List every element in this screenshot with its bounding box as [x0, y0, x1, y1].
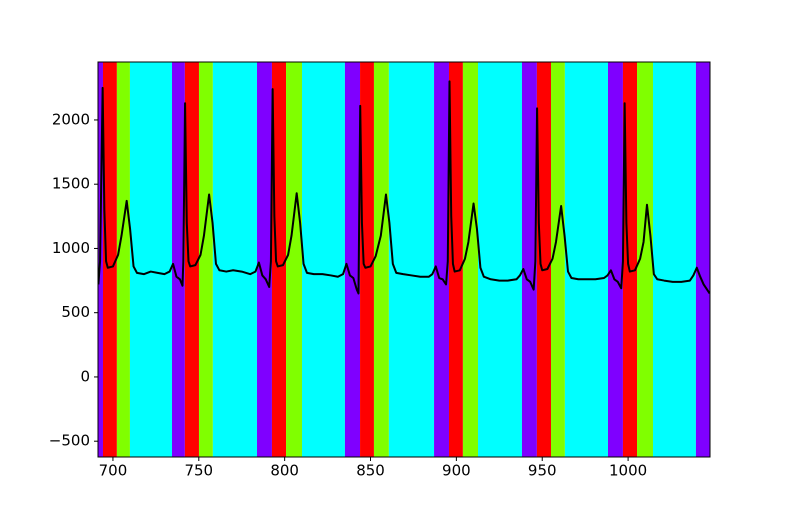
x-tick-label: 950 [528, 462, 557, 480]
lines [98, 80, 710, 295]
span [521, 62, 537, 457]
span [198, 62, 213, 457]
span [184, 62, 199, 457]
x-tick-label: 750 [184, 462, 213, 480]
span [212, 62, 258, 457]
axes: 700 750 800 850 900 950 1000 −500 0 500 1000 1500 20… [49, 110, 647, 479]
span [102, 62, 117, 457]
span [608, 62, 623, 457]
x-tick-label: 800 [270, 462, 299, 480]
x-tick-label: 1000 [609, 462, 647, 480]
span [637, 62, 653, 457]
span [462, 62, 479, 457]
span [344, 62, 361, 457]
x-tick-label: 700 [99, 462, 128, 480]
plot-frame [97, 61, 711, 458]
y-tick-label: 2000 [52, 110, 90, 128]
span [564, 62, 608, 457]
y-tick-label: 1500 [52, 175, 90, 193]
span [286, 62, 302, 457]
y-tick-label: −500 [49, 432, 90, 450]
span [360, 62, 374, 457]
span [172, 62, 185, 457]
span [652, 62, 696, 457]
span [116, 62, 130, 457]
spans [98, 62, 710, 457]
y-tick-label: 500 [61, 303, 90, 321]
x-tick-label: 900 [442, 462, 471, 480]
span [448, 62, 463, 457]
span [478, 62, 522, 457]
span [695, 62, 710, 457]
span [129, 62, 173, 457]
span [388, 62, 435, 457]
span [550, 62, 565, 457]
span [536, 62, 551, 457]
y-tick-label: 1000 [52, 239, 90, 257]
span [302, 62, 345, 457]
x-tick-label: 850 [356, 462, 385, 480]
span [373, 62, 389, 457]
line [98, 80, 710, 295]
span [257, 62, 272, 457]
span [434, 62, 449, 457]
y-tick-label: 0 [80, 367, 90, 385]
span [271, 62, 287, 457]
